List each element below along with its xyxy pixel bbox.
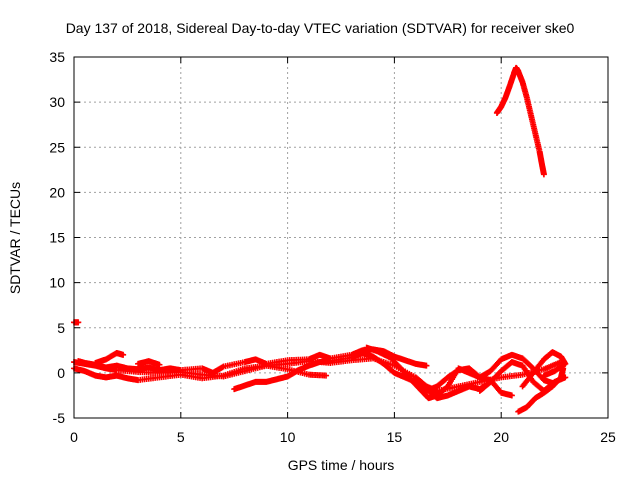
x-tick-label: 5	[177, 429, 185, 445]
y-tick-label: -5	[53, 410, 66, 426]
data-point	[423, 362, 430, 369]
y-tick-label: 15	[49, 230, 65, 246]
data-point	[508, 392, 515, 399]
y-tick-label: 10	[49, 275, 65, 291]
x-tick-label: 25	[600, 429, 616, 445]
data-point	[323, 372, 330, 379]
x-axis-label: GPS time / hours	[287, 457, 395, 473]
y-tick-label: 20	[49, 184, 65, 200]
data-point	[540, 372, 547, 379]
x-tick-label: 20	[493, 429, 509, 445]
data-point	[120, 351, 127, 358]
x-tick-label: 10	[280, 429, 296, 445]
y-tick-label: 25	[49, 139, 65, 155]
y-tick-label: 30	[49, 94, 65, 110]
y-tick-label: 0	[57, 365, 65, 381]
y-tick-label: 35	[49, 49, 65, 65]
data-point	[562, 374, 569, 381]
data-point	[540, 171, 547, 178]
x-tick-label: 15	[387, 429, 403, 445]
data-points	[71, 64, 569, 415]
x-tick-label: 0	[70, 429, 78, 445]
y-tick-label: 5	[57, 320, 65, 336]
chart-title: Day 137 of 2018, Sidereal Day-to-day VTE…	[65, 20, 575, 36]
data-point	[156, 361, 163, 368]
data-point	[75, 319, 82, 326]
